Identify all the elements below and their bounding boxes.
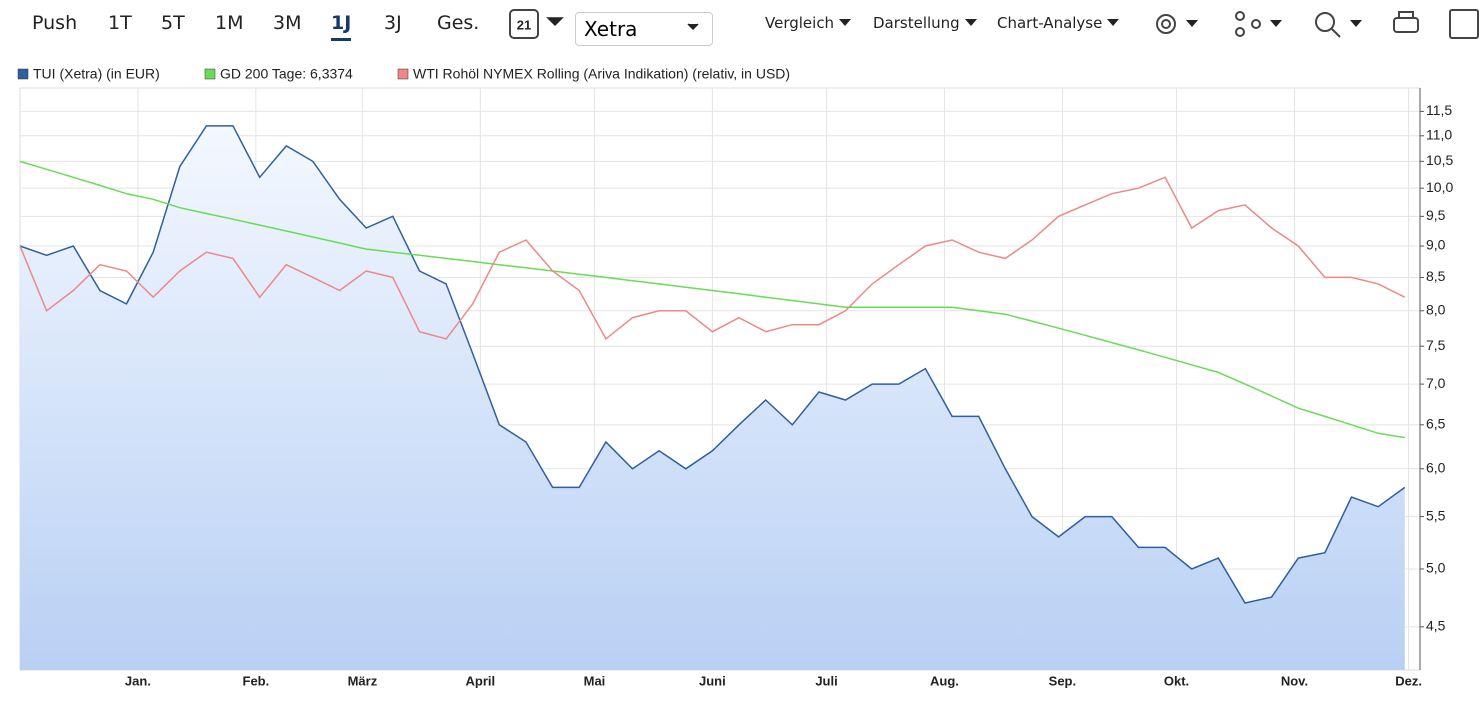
x-tick-label: Dez. [1395,673,1422,688]
series-line [19,176,1406,341]
range-button[interactable]: 1T [108,12,132,34]
series-line [19,125,1406,604]
range-button[interactable]: 3M [273,12,302,34]
range-button[interactable]: Push [32,12,78,34]
x-tick-label: Nov. [1281,673,1308,688]
y-tick-label: 7,0 [1426,375,1446,391]
range-button[interactable]: Ges. [437,12,480,34]
range-button[interactable]: 3J [384,12,402,34]
x-tick-label: März [348,673,378,688]
x-tick-label: Juni [699,673,726,688]
x-tick-label: Jan. [125,673,151,688]
x-tick-label: Sep. [1049,673,1076,688]
toolbar: Push 1T 5T 1M 3M 1J 3J Ges. Xetra Vergleich Darste… [0,0,1480,52]
menu-button[interactable]: Chart-Analyse [997,14,1119,32]
range-button[interactable]: 1M [215,12,244,34]
y-tick-label: 8,5 [1426,268,1446,284]
legend-swatch [397,68,409,80]
y-tick-label: 6,5 [1426,416,1446,432]
y-tick-label: 9,0 [1426,237,1446,253]
calendar-day: 21 [517,17,531,32]
x-tick-label: Aug. [930,673,959,688]
y-tick-label: 6,0 [1426,459,1446,475]
menu-button[interactable]: Vergleich [765,14,851,32]
range-button[interactable]: 5T [161,12,185,34]
y-tick-label: 5,5 [1426,507,1446,523]
x-tick-label: Okt. [1164,673,1189,688]
y-tick-label: 10,5 [1426,152,1453,168]
legend-label: WTI Rohöl NYMEX Rolling (Ariva Indikatio… [413,66,790,82]
area [20,125,1405,670]
y-tick-label: 8,0 [1426,301,1446,317]
menu-button[interactable]: Darstellung [873,14,977,32]
toolbar-icons [509,9,1479,39]
x-tick-label: Mai [584,673,606,688]
exchange-select[interactable]: Xetra [575,12,713,46]
y-tick-label: 4,5 [1426,618,1446,634]
series-line [19,160,1405,439]
x-tick-label: Feb. [243,673,270,688]
y-tick-label: 11,5 [1426,102,1452,118]
x-tick-label: Juli [815,673,837,688]
legend-label: GD 200 Tage: 6,3374 [220,66,353,82]
range-button[interactable]: 1J [331,12,352,41]
legend-swatch [17,68,29,80]
y-tick-label: 11,0 [1426,127,1452,143]
y-tick-label: 7,5 [1426,337,1446,353]
y-tick-label: 9,5 [1426,207,1446,223]
x-tick-label: April [466,673,496,688]
legend-swatch [204,68,216,80]
y-tick-label: 5,0 [1426,560,1446,576]
y-tick-label: 10,0 [1426,179,1453,195]
legend-label: TUI (Xetra) (in EUR) [33,66,160,82]
